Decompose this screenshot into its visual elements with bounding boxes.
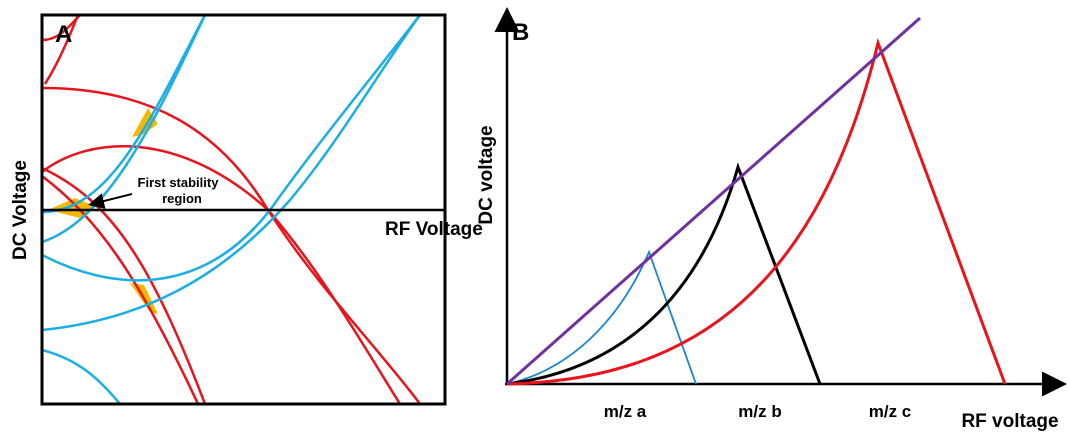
y-axis-label: DC Voltage <box>10 160 31 260</box>
x-axis-label: RF Voltage <box>385 219 483 240</box>
curve-a <box>506 249 697 385</box>
stability-curves <box>42 15 422 404</box>
annotation: region <box>162 191 202 206</box>
panel-label: A <box>55 21 72 48</box>
mass-label: m/z b <box>738 402 781 421</box>
annotation-arrow <box>88 193 133 209</box>
mass-label: m/z a <box>604 402 647 421</box>
curve-b <box>506 162 822 386</box>
panel-a: A RF Voltage DC Voltage First stability … <box>10 13 483 406</box>
scan-line <box>506 16 921 386</box>
annotation: First stability <box>138 175 220 190</box>
panel-label: B <box>512 19 529 46</box>
panel-b: B DC voltage RF voltage m/z a m/z b m/z … <box>476 7 1067 432</box>
mass-label: m/z c <box>869 402 912 421</box>
x-axis-label: RF voltage <box>961 411 1058 432</box>
curve-c <box>506 37 1007 386</box>
y-axis-label: DC voltage <box>476 125 497 224</box>
